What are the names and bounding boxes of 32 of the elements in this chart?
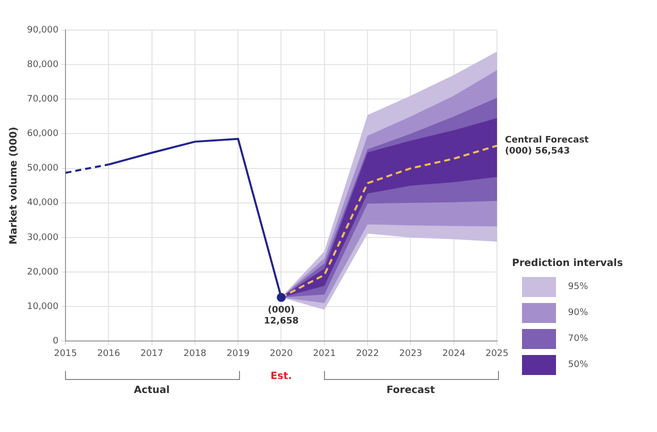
x-tick-label: 2015 bbox=[54, 348, 77, 359]
legend-label: 90% bbox=[568, 308, 588, 318]
text: Forecast bbox=[385, 385, 436, 396]
y-tick-label: 30,000 bbox=[26, 232, 59, 243]
y-tick-label: 90,000 bbox=[26, 25, 59, 36]
annotation: Central Forecast (000) 56,543 bbox=[505, 136, 590, 157]
x-tick-label: 2020 bbox=[270, 348, 293, 359]
x-tick-label: 2025 bbox=[486, 348, 508, 359]
y-axis-title: Market volume (000) bbox=[8, 126, 20, 244]
legend-label: 50% bbox=[568, 360, 588, 370]
annotation: (000) 12,658 bbox=[264, 305, 299, 326]
y-tick-label: 40,000 bbox=[26, 198, 59, 208]
legend-label: 70% bbox=[568, 334, 588, 344]
x-tick-label: 2019 bbox=[226, 348, 250, 359]
text: Actual bbox=[132, 385, 171, 396]
x-tick-label: 2017 bbox=[140, 348, 164, 359]
x-tick-label: 2018 bbox=[183, 348, 207, 359]
y-tick-label: 70,000 bbox=[26, 94, 59, 104]
x-tick-label: 2016 bbox=[97, 348, 120, 359]
x-tick-label: 2023 bbox=[399, 348, 422, 359]
y-tick-label: 60,000 bbox=[26, 129, 59, 140]
x-tick-label: 2021 bbox=[312, 348, 336, 359]
x-tick-label: 2022 bbox=[356, 348, 379, 359]
legend-title: Prediction intervals bbox=[512, 258, 623, 270]
text: Est. bbox=[270, 371, 293, 382]
legend-label: 95% bbox=[568, 282, 588, 292]
y-tick-label: 50,000 bbox=[26, 164, 59, 174]
y-tick-label: 0 bbox=[52, 336, 59, 347]
x-tick-label: 2024 bbox=[442, 348, 466, 359]
y-tick-label: 20,000 bbox=[26, 267, 59, 278]
y-tick-label: 80,000 bbox=[26, 60, 59, 70]
y-tick-label: 10,000 bbox=[26, 302, 59, 312]
